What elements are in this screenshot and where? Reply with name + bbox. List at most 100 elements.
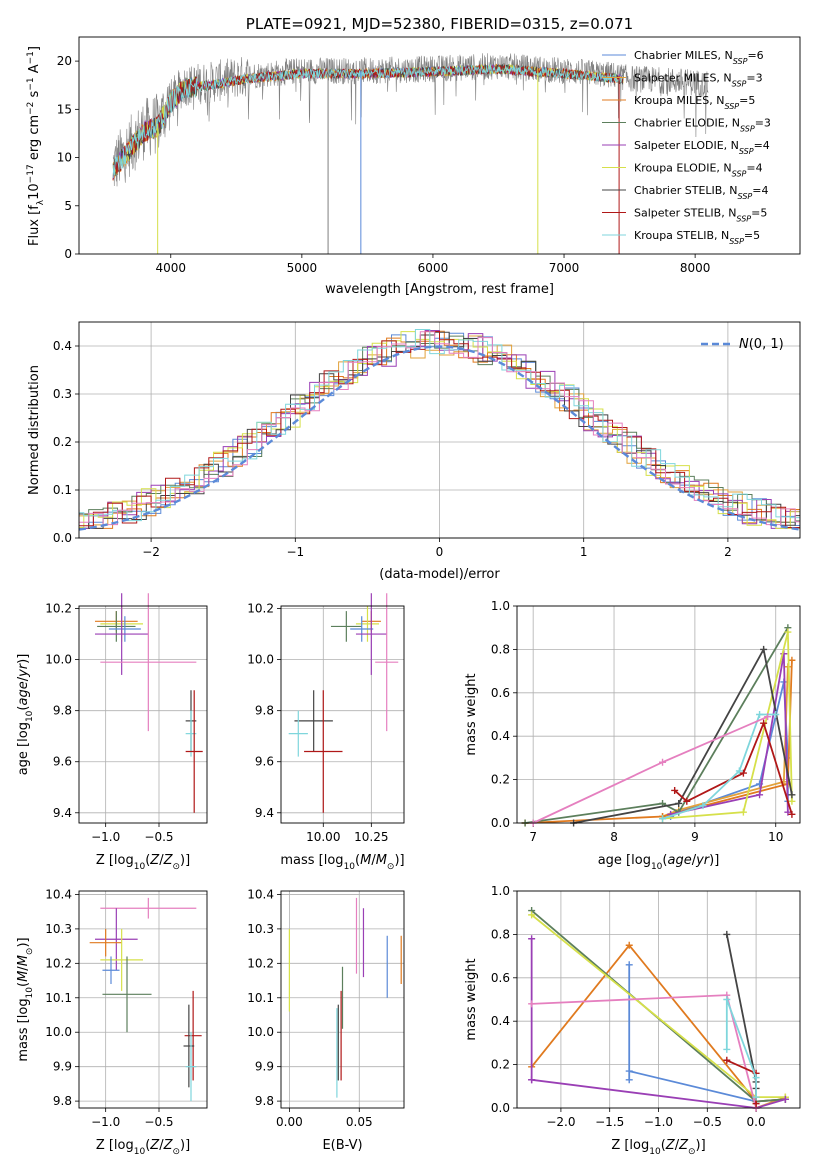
label-part: 10 [25, 710, 35, 722]
x-tick-label: −1.0 [644, 1115, 673, 1129]
data-marker [784, 808, 792, 816]
legend-text: Salpeter ELODIE, N [634, 139, 739, 152]
x-tick-label: 0.0 [747, 1115, 766, 1129]
label-part: ( [16, 982, 31, 987]
y-tick-label: 10.4 [247, 887, 274, 901]
histogram-step [79, 330, 800, 529]
label-part: ( [662, 853, 667, 868]
y-tick-label: 9.4 [53, 806, 72, 820]
axes-frame [516, 890, 801, 1109]
errorbars [95, 593, 203, 813]
label-part: )] [394, 853, 404, 868]
y-tick-label: 10.2 [247, 956, 274, 970]
y-tick-label: 20 [57, 54, 72, 68]
label-part: age [667, 853, 691, 868]
data-marker [625, 1076, 633, 1084]
legend-text: =3 [755, 117, 771, 130]
data-marker [756, 791, 764, 799]
errorbars [288, 897, 402, 1098]
x-axis-label: age [log10(age/yr)] [598, 853, 720, 872]
label-part: λ [36, 199, 46, 205]
data-marker [788, 810, 796, 818]
axes-weight_vs_age: 7 8 9 10 0.0 0.2 0.4 0.6 0.8 1.0 [491, 599, 800, 844]
legend-label: Chabrier STELIB, NSSP=4 [634, 184, 768, 201]
y-tick-label: 9.9 [255, 1060, 274, 1074]
label-part: Z [163, 853, 174, 868]
data-marker [752, 1093, 760, 1101]
legend-text: Chabrier MILES, N [634, 49, 733, 62]
normal-curve [79, 345, 800, 531]
data-marker [739, 769, 747, 777]
data-marker [788, 791, 796, 799]
legend-text: Salpeter MILES, N [634, 72, 732, 85]
y-tick-label: 0.6 [491, 686, 510, 700]
data-marker [671, 786, 679, 794]
label-part: )] [696, 1138, 706, 1153]
y-tick-label: 0 [64, 247, 72, 261]
legend-text: Chabrier STELIB, N [634, 184, 738, 197]
label-part: )] [16, 654, 31, 664]
legend-sub: SSP [739, 147, 754, 156]
label-part: ( [16, 706, 31, 711]
data-marker [764, 713, 772, 721]
spectrum-plot [112, 53, 709, 254]
label-part: M [16, 971, 31, 982]
y-tick-label: 10.4 [45, 887, 72, 901]
y-axis-label: age [log10(age/yr)] [16, 654, 35, 776]
weight-lines [521, 624, 796, 827]
x-axis-label: (data-model)/error [379, 567, 500, 582]
legend-sub: SSP [733, 57, 748, 66]
y-tick-label: 9.8 [53, 704, 72, 718]
y-tick-label: 0.0 [491, 816, 510, 830]
label-part: 10 [651, 862, 663, 872]
label-part: ⊙ [172, 1147, 180, 1157]
label-part: )] [709, 853, 719, 868]
series-line [670, 653, 789, 816]
y-tick-label: 9.6 [53, 755, 72, 769]
y-tick-label: 0.4 [53, 339, 72, 353]
histogram-step [79, 331, 800, 526]
label-part: mass [log [16, 998, 31, 1061]
data-marker [752, 1074, 760, 1082]
label-part: yr [695, 853, 711, 868]
axes-frame [78, 321, 801, 539]
legend-label: Kroupa MILES, NSSP=5 [634, 94, 755, 111]
x-tick-label: −2.0 [546, 1115, 575, 1129]
axes-frame [78, 605, 208, 824]
series-line [525, 660, 793, 824]
y-tick-label: 10.3 [247, 922, 274, 936]
legend-text: =4 [752, 184, 768, 197]
y-tick-label: 0.4 [491, 729, 510, 743]
data-marker [784, 628, 792, 636]
data-marker [528, 1076, 536, 1084]
axes-mass_vs_Z: −1.0 −0.5 9.8 9.9 10.0 10.1 10.2 10.3 10.4 [45, 887, 207, 1129]
legend-text: Chabrier ELODIE, N [634, 117, 740, 130]
chart-title: PLATE=0921, MJD=52380, FIBERID=0315, z=0… [246, 15, 633, 33]
legend-text: =4 [746, 162, 762, 175]
y-tick-label: 0.3 [53, 387, 72, 401]
y-tick-label: 0.2 [53, 435, 72, 449]
legend-sub: SSP [738, 192, 753, 201]
x-tick-label: 8 [610, 830, 618, 844]
data-marker [675, 799, 683, 807]
legend-label: Kroupa ELODIE, NSSP=4 [634, 162, 763, 179]
x-tick-label: −0.5 [144, 830, 173, 844]
data-marker [781, 1095, 789, 1103]
x-axis-label: Z [log10(Z/Z⊙)] [96, 853, 190, 872]
y-tick-label: 5 [64, 199, 72, 213]
axes-mass_vs_ebv: 0.00 0.05 9.8 9.9 10.0 10.1 10.2 10.3 10.4 [247, 887, 404, 1129]
y-tick-label: 9.4 [255, 806, 274, 820]
weight-lines [528, 907, 789, 1112]
legend-label: Chabrier ELODIE, NSSP=3 [634, 117, 771, 134]
y-tick-label: 0.8 [491, 642, 510, 656]
data-marker [772, 711, 780, 718]
axes-frame [280, 890, 405, 1109]
label-part: Flux [f [27, 205, 42, 246]
label-part: ⊙ [172, 862, 180, 872]
data-marker [699, 802, 707, 810]
y-tick-label: 9.9 [53, 1060, 72, 1074]
y-tick-label: 10.1 [45, 991, 72, 1005]
y-tick-label: 1.0 [491, 599, 510, 613]
y-tick-label: 10.1 [247, 991, 274, 1005]
data-marker [625, 961, 633, 969]
